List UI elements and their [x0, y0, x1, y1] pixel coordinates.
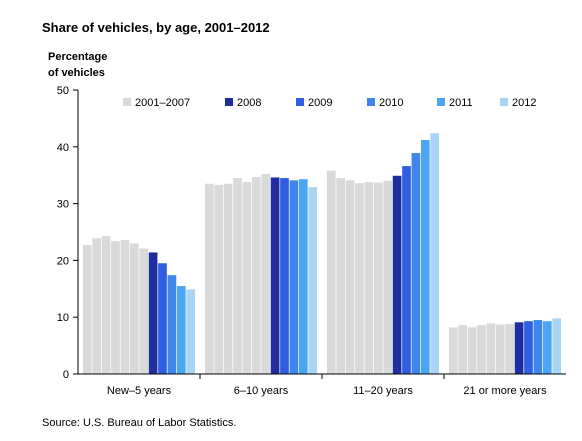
legend-swatch	[123, 98, 131, 106]
bar-2002-3	[336, 178, 346, 374]
bar-2011-2	[298, 179, 308, 374]
bar-2003-1	[101, 235, 111, 374]
bar-2001-3	[326, 170, 336, 374]
legend-label: 2012	[512, 97, 536, 109]
bar-2010-3	[411, 153, 421, 374]
bar-2011-4	[542, 321, 552, 374]
bar-2004-4	[477, 325, 486, 374]
bar-2012-2	[308, 187, 318, 374]
x-tick-label: New–5 years	[107, 385, 172, 397]
legend-swatch	[367, 98, 375, 106]
bar-2004-3	[355, 183, 364, 374]
bar-2010-2	[289, 180, 299, 374]
bar-2003-3	[345, 180, 355, 374]
y-tick-label: 20	[57, 255, 69, 267]
bar-2011-1	[176, 285, 186, 374]
bar-2007-2	[261, 174, 271, 374]
bar-2001-1	[82, 245, 92, 374]
y-tick-label: 50	[57, 85, 69, 97]
bar-2004-2	[233, 178, 242, 374]
y-tick-label: 40	[57, 142, 69, 154]
bar-2003-2	[223, 183, 233, 374]
bar-2012-3	[430, 133, 440, 374]
bar-2001-4	[448, 327, 458, 374]
bar-2011-3	[420, 139, 430, 374]
bar-2005-1	[120, 239, 130, 374]
bar-2010-4	[533, 320, 543, 374]
bar-2006-4	[495, 324, 505, 374]
legend: 2001–2007 2008 2009 2010 2011 2012	[123, 97, 536, 109]
bar-2004-1	[111, 241, 120, 374]
bar-2002-4	[458, 325, 468, 374]
bar-2008-3	[392, 175, 402, 374]
bar-2009-4	[524, 321, 533, 374]
bar-2009-1	[158, 263, 167, 374]
legend-swatch	[437, 98, 445, 106]
bar-2006-3	[373, 182, 383, 374]
bar-2010-1	[167, 275, 177, 374]
bar-2005-2	[242, 182, 252, 374]
bar-2005-3	[364, 182, 374, 374]
y-axis-label: Percentage of vehicles	[48, 49, 107, 81]
y-tick-label: 30	[57, 199, 69, 211]
source-note: Source: U.S. Bureau of Labor Statistics.	[42, 417, 237, 429]
legend-label: 2010	[379, 97, 403, 109]
bar-2003-4	[467, 327, 477, 374]
bars	[82, 133, 562, 374]
bar-2001-2	[204, 183, 214, 374]
bar-2007-1	[139, 248, 149, 374]
y-axis-label-line-1: Percentage	[48, 51, 108, 63]
bar-2002-1	[92, 238, 102, 374]
bar-2006-1	[129, 243, 139, 374]
axes: 0 10 20 30 40 50 New–5 years 6–10 years 11–20 ye…	[57, 85, 566, 397]
legend-swatch	[500, 98, 508, 106]
bar-2009-2	[280, 178, 289, 374]
legend-label: 2001–2007	[135, 97, 190, 109]
x-tick-label: 6–10 years	[234, 385, 289, 397]
x-tick-label: 11–20 years	[353, 385, 413, 397]
legend-swatch	[225, 98, 233, 106]
bar-2009-3	[402, 166, 411, 374]
bar-2006-2	[251, 176, 261, 374]
legend-swatch	[296, 98, 304, 106]
bar-2007-4	[505, 324, 515, 374]
legend-label: 2008	[237, 97, 261, 109]
legend-label: 2011	[449, 97, 473, 109]
bar-2002-2	[214, 184, 224, 374]
bar-2005-4	[486, 323, 496, 374]
chart-title: Share of vehicles, by age, 2001–2012	[42, 20, 270, 35]
bar-2008-1	[148, 252, 158, 374]
x-tick-label: 21 or more years	[463, 385, 547, 397]
bar-2008-4	[514, 322, 524, 374]
y-tick-label: 10	[57, 312, 69, 324]
bar-2012-1	[186, 289, 196, 374]
legend-label: 2009	[308, 97, 332, 109]
bar-2008-2	[270, 177, 280, 374]
bar-2012-4	[552, 318, 562, 374]
y-axis-label-line-2: of vehicles	[48, 67, 105, 79]
bar-2007-3	[383, 180, 393, 374]
y-tick-label: 0	[63, 369, 69, 381]
